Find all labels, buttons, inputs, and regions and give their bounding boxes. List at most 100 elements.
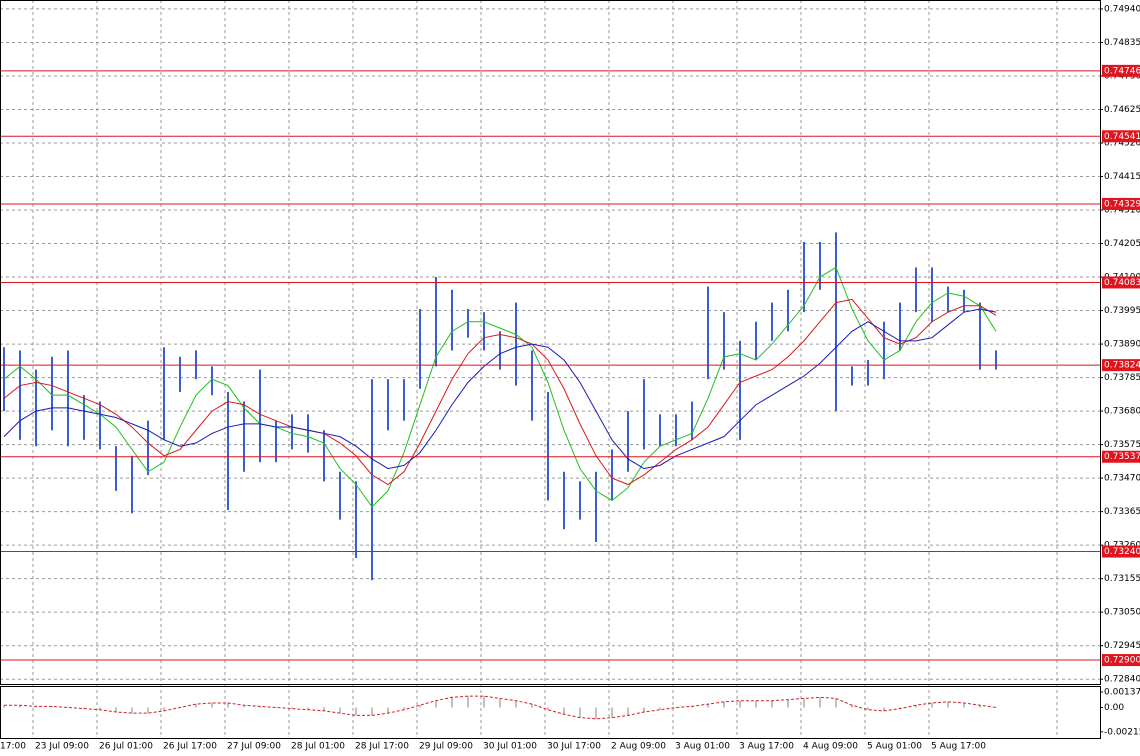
- level-label-box: [1102, 654, 1140, 667]
- oscillator-bar: [899, 707, 901, 709]
- x-tick-label: 3 Aug 17:00: [739, 742, 794, 752]
- oscillator-bar: [995, 707, 997, 708]
- level-label: 0.74541: [1104, 132, 1140, 142]
- oscillator-bar: [163, 707, 165, 711]
- oscillator-bar: [611, 707, 613, 718]
- x-tick-label: 30 Jul 17:00: [547, 742, 601, 752]
- oscillator-bar: [563, 707, 565, 715]
- oscillator-bar: [835, 698, 837, 708]
- oscillator-bar: [499, 698, 501, 708]
- x-tick-label: 30 Jul 01:00: [483, 742, 537, 752]
- x-tick-label: 28 Jul 17:00: [355, 742, 409, 752]
- oscillator-bar: [131, 707, 133, 714]
- oscillator-bar: [227, 702, 229, 708]
- y-tick-label: 0.72840: [1104, 675, 1140, 685]
- oscillator-bar: [339, 707, 341, 714]
- x-tick-label: 3 Aug 01:00: [675, 742, 730, 752]
- level-label: 0.73240: [1104, 547, 1140, 557]
- oscillator-bar: [99, 707, 101, 710]
- oscillator-bar: [323, 707, 325, 711]
- y-tick-label: 0.72945: [1104, 641, 1140, 651]
- oscillator-bar: [931, 702, 933, 708]
- level-label-box: [1102, 545, 1140, 558]
- oscillator-bar: [67, 707, 69, 708]
- x-tick-label: 5 Aug 01:00: [867, 742, 922, 752]
- level-label-box: [1102, 197, 1140, 210]
- y-tick-label: 0.74625: [1104, 105, 1140, 115]
- oscillator-line: [4, 695, 997, 720]
- oscillator-bar: [387, 707, 389, 714]
- main-frame: [0, 0, 1101, 685]
- oscillator-bar: [707, 704, 709, 708]
- y-tick-label: 0.73575: [1104, 440, 1140, 450]
- oscillator-bar: [355, 707, 357, 716]
- oscillator-bar: [547, 707, 549, 710]
- y-tick-label: 0.73890: [1104, 340, 1140, 350]
- oscillator-bar: [531, 704, 533, 708]
- oscillator-bar: [211, 702, 213, 708]
- oscillator-bar: [659, 707, 661, 710]
- y-tick-label: 0.73050: [1104, 608, 1140, 618]
- y-tick-label: 0.73995: [1104, 306, 1140, 316]
- oscillator-bar: [483, 696, 485, 708]
- oscillator-bar: [867, 707, 869, 710]
- oscillator-bar: [755, 700, 757, 708]
- axes: 0.749400.748350.747300.746250.745200.744…: [0, 4, 1140, 752]
- y-tick-label: 0.73785: [1104, 373, 1140, 383]
- x-tick-label: 29 Jul 09:00: [419, 742, 473, 752]
- level-label-box: [1102, 276, 1140, 289]
- x-tick-label: 17:00: [0, 742, 26, 752]
- y-tick-label: 0.73680: [1104, 407, 1140, 417]
- oscillator-bar: [739, 700, 741, 708]
- oscillator-bar: [51, 706, 53, 708]
- oscillator-bar: [291, 707, 293, 709]
- oscillator-bar: [115, 707, 117, 712]
- oscillator-bar: [963, 702, 965, 708]
- x-tick-label: 28 Jul 01:00: [291, 742, 345, 752]
- oscillator-bar: [787, 699, 789, 708]
- level-label: 0.73824: [1104, 361, 1140, 371]
- oscillator-bar: [915, 705, 917, 708]
- level-label: 0.74746: [1104, 66, 1140, 76]
- level-label: 0.74083: [1104, 278, 1140, 288]
- x-tick-label: 26 Jul 01:00: [99, 742, 153, 752]
- oscillator-bar: [627, 707, 629, 716]
- oscillator-bar: [451, 697, 453, 708]
- oscillator-bar: [819, 697, 821, 708]
- oscillator-bar: [419, 705, 421, 708]
- oscillator-bar: [403, 707, 405, 710]
- level-label-box: [1102, 359, 1140, 372]
- oscillator-bar: [675, 707, 677, 708]
- x-tick-label: 5 Aug 17:00: [931, 742, 986, 752]
- moving-average: [3, 308, 997, 470]
- oscillator-bar: [243, 705, 245, 708]
- level-label-box: [1102, 450, 1140, 463]
- moving-average: [3, 266, 997, 508]
- oscillator-bar: [883, 707, 885, 711]
- oscillator-bar: [771, 700, 773, 708]
- y-tick-label: 0.73470: [1104, 474, 1140, 484]
- y-tick-label: 0.74940: [1104, 4, 1140, 14]
- oscillator-bar: [275, 707, 277, 708]
- oscillator-bar: [435, 700, 437, 708]
- oscillator-bar: [723, 701, 725, 708]
- y-tick-label: 0.00: [1104, 703, 1124, 713]
- y-tick-label: 0.73155: [1104, 574, 1140, 584]
- oscillator-bar: [35, 706, 37, 708]
- y-tick-label: 0.73365: [1104, 507, 1140, 517]
- y-tick-label: 0.74205: [1104, 239, 1140, 249]
- oscillator-frame: [0, 686, 1101, 739]
- level-label-box: [1102, 130, 1140, 143]
- oscillator-bar: [147, 707, 149, 714]
- x-tick-label: 2 Aug 09:00: [611, 742, 666, 752]
- oscillator-bar: [259, 706, 261, 708]
- oscillator-bar: [803, 698, 805, 708]
- oscillator-bar: [579, 707, 581, 718]
- x-tick-label: 26 Jul 17:00: [163, 742, 217, 752]
- x-tick-label: 23 Jul 09:00: [35, 742, 89, 752]
- level-label: 0.74329: [1104, 199, 1140, 209]
- x-tick-label: 4 Aug 09:00: [803, 742, 858, 752]
- oscillator-bar: [947, 701, 949, 708]
